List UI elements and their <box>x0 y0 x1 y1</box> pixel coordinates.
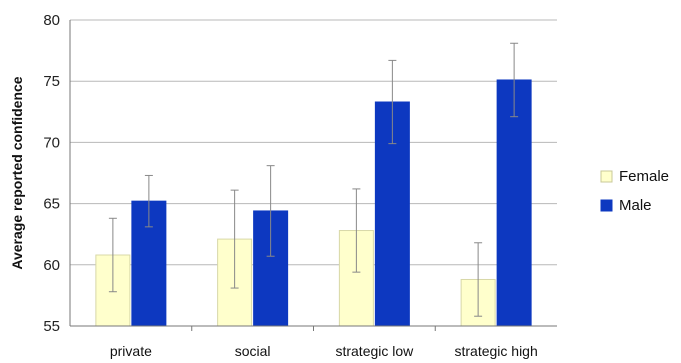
y-tick-label: 60 <box>43 257 60 274</box>
x-category-label: strategic high <box>454 343 537 359</box>
legend-swatch-female <box>600 170 613 183</box>
bars <box>95 79 532 327</box>
x-category-labels: private social strategic low strategic high <box>110 343 538 359</box>
x-category-label: social <box>235 343 271 359</box>
legend-label-male: Male <box>619 197 652 214</box>
legend: Female Male <box>600 168 669 214</box>
bar-male-strategic-high <box>496 79 532 327</box>
x-category-label: strategic low <box>335 343 414 359</box>
legend-swatch-male <box>600 199 613 212</box>
axes <box>69 20 557 331</box>
legend-label-female: Female <box>619 168 669 185</box>
y-tick-label: 75 <box>43 73 60 90</box>
error-bars <box>108 42 519 317</box>
y-tick-label: 55 <box>43 318 60 335</box>
y-tick-label: 65 <box>43 196 60 213</box>
y-tick-label: 80 <box>43 12 60 29</box>
x-category-label: private <box>110 343 152 359</box>
y-tick-labels: 55 60 65 70 75 80 <box>43 12 60 335</box>
y-axis-label: Average reported confidence <box>9 76 25 269</box>
y-tick-label: 70 <box>43 134 60 151</box>
